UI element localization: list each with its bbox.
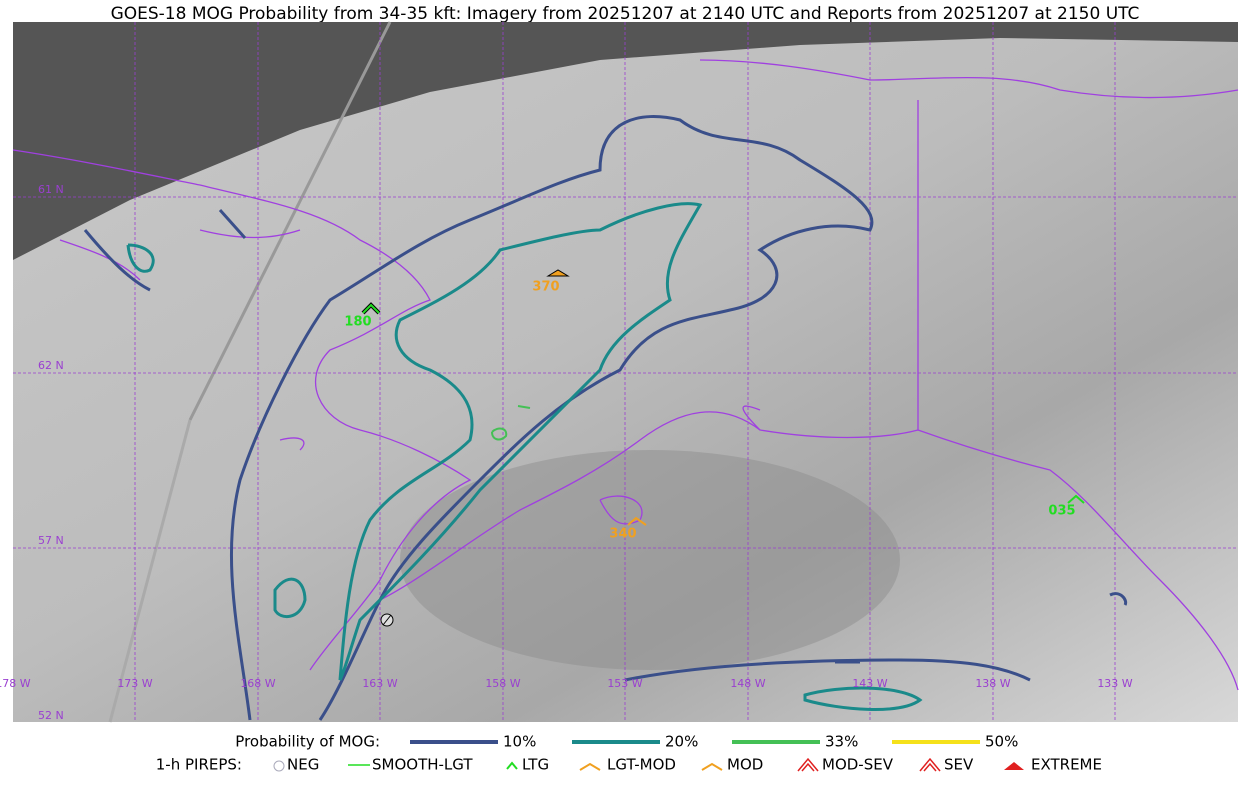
contour-10 (229, 115, 874, 721)
pirep-label: 180 (344, 315, 371, 330)
contour-20 (126, 243, 923, 711)
lon-label: 138 W (975, 677, 1010, 690)
pirep-icon (546, 269, 570, 277)
graticule (13, 22, 1238, 722)
legend-label: 50% (985, 733, 1018, 751)
coastlines (12, 59, 1239, 691)
pirep-legend-label: SEV (944, 756, 974, 774)
pirep-label: 370 (532, 280, 559, 295)
title: GOES-18 MOG Probability from 34-35 kft: … (111, 4, 1140, 24)
pirep-legend-title: 1-h PIREPS: (156, 756, 242, 774)
contour-10 (83, 209, 1128, 682)
map: 61 N 62 N 57 N 52 N 178 W 173 W 168 W 16… (0, 21, 1239, 723)
lon-label: 168 W (240, 677, 275, 690)
lon-label: 173 W (117, 677, 152, 690)
pirep-swatch (1004, 762, 1024, 770)
pirep-legend-label: MOD (727, 756, 763, 774)
legend-label: 10% (503, 733, 536, 751)
pirep-swatch (273, 760, 285, 772)
legend-label: 20% (665, 733, 698, 751)
lon-label: 158 W (485, 677, 520, 690)
pirep-legend-label: LTG (522, 756, 549, 774)
mog-contours (83, 115, 1128, 721)
lat-label: 61 N (38, 183, 64, 196)
neg-icon (382, 614, 392, 626)
pireps: 180 370 340 035 (344, 269, 1085, 627)
axis-labels: 61 N 62 N 57 N 52 N 178 W 173 W 168 W 16… (0, 183, 1133, 722)
pirep-label: 340 (609, 527, 636, 542)
legend-label: 33% (825, 733, 858, 751)
cloud-band (400, 450, 900, 670)
lat-label: 62 N (38, 359, 64, 372)
pirep-legend-label: NEG (287, 756, 319, 774)
contour-33 (491, 405, 531, 441)
scan-line (108, 419, 192, 723)
pirep-legend-label: MOD-SEV (822, 756, 894, 774)
pirep-swatch (579, 762, 601, 771)
pirep-icon (1067, 494, 1085, 504)
contour-20 (338, 202, 703, 681)
pirep-swatch (701, 762, 723, 771)
lon-label: 153 W (607, 677, 642, 690)
lon-label: 178 W (0, 677, 31, 690)
lon-label: 163 W (362, 677, 397, 690)
pirep-legend-label: LGT-MOD (607, 756, 676, 774)
legend: Probability of MOG: 10% 20% 33% 50% 1-h … (156, 733, 1102, 774)
space-region (13, 22, 1238, 260)
lat-label: 57 N (38, 534, 64, 547)
pirep-swatch (797, 757, 819, 772)
lon-label: 148 W (730, 677, 765, 690)
pirep-swatch (506, 761, 518, 770)
legend-title: Probability of MOG: (235, 733, 380, 751)
pirep-legend-label: SMOOTH-LGT (372, 756, 473, 774)
pirep-icon (362, 303, 380, 314)
pirep-label: 035 (1048, 504, 1075, 519)
lon-label: 133 W (1097, 677, 1132, 690)
pirep-swatch (919, 757, 941, 772)
lon-label: 143 W (852, 677, 887, 690)
pirep-legend-label: EXTREME (1031, 756, 1102, 774)
pirep-icon (627, 516, 647, 526)
scan-line (188, 21, 392, 421)
lat-label: 52 N (38, 709, 64, 722)
